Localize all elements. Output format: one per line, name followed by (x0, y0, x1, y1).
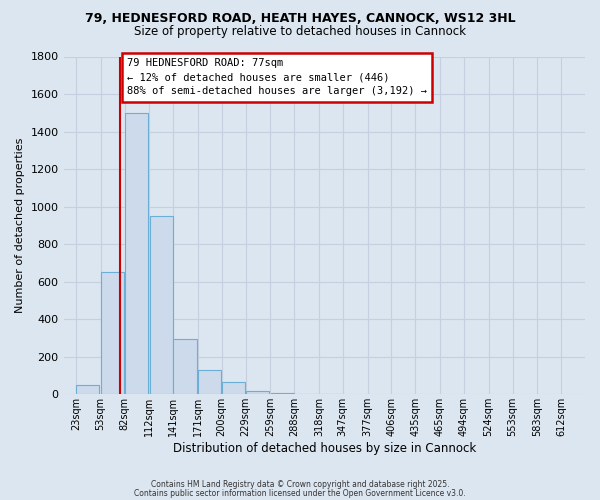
Bar (125, 113, 148, 394)
Y-axis label: Number of detached properties: Number of detached properties (15, 138, 25, 313)
Bar (198, 370, 221, 394)
Bar (246, 390, 269, 394)
Text: 79 HEDNESFORD ROAD: 77sqm
← 12% of detached houses are smaller (446)
88% of semi: 79 HEDNESFORD ROAD: 77sqm ← 12% of detac… (127, 58, 427, 96)
Bar (173, 339, 197, 394)
X-axis label: Distribution of detached houses by size in Cannock: Distribution of detached houses by size … (173, 442, 476, 455)
Bar (76, 385, 100, 394)
Text: Size of property relative to detached houses in Cannock: Size of property relative to detached ho… (134, 25, 466, 38)
Text: 79, HEDNESFORD ROAD, HEATH HAYES, CANNOCK, WS12 3HL: 79, HEDNESFORD ROAD, HEATH HAYES, CANNOC… (85, 12, 515, 26)
Text: Contains HM Land Registry data © Crown copyright and database right 2025.: Contains HM Land Registry data © Crown c… (151, 480, 449, 489)
Bar (149, 216, 173, 394)
Bar (222, 382, 245, 394)
Text: Contains public sector information licensed under the Open Government Licence v3: Contains public sector information licen… (134, 488, 466, 498)
Bar (101, 272, 124, 394)
